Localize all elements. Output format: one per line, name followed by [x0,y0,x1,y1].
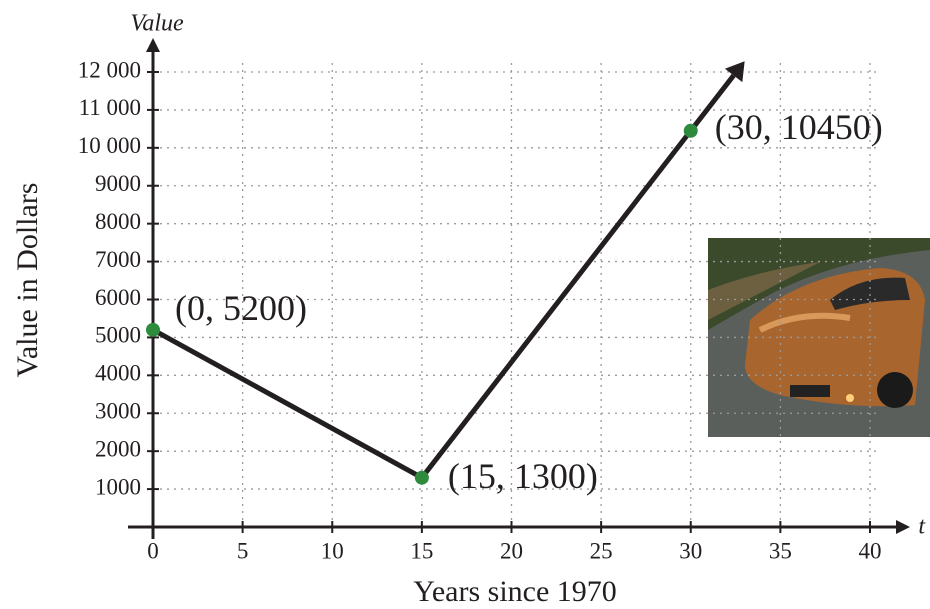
x-tick-label: 35 [769,538,792,563]
y-tick-label: 11 000 [79,95,141,120]
y-tick-label: 12 000 [78,57,141,82]
ray [688,73,736,133]
point-label: (30, 10450) [715,107,883,147]
x-axis-symbol: t [918,514,926,540]
point [414,470,429,485]
y-axis-label: Value in Dollars [11,183,44,378]
point-label: (0, 5200) [175,288,307,328]
y-tick-label: 7000 [95,247,141,272]
point [146,322,160,337]
x-tick-label: 20 [500,538,523,563]
x-tick-label: 30 [679,538,702,563]
point-label: (15, 1300) [448,456,598,496]
x-tick-label: 40 [859,538,882,563]
y-tick-label: 10 000 [78,133,141,158]
y-tick-label: 8000 [95,209,141,234]
x-tick-label: 25 [590,538,613,563]
x-tick-label: 0 [147,538,159,563]
y-axis-arrow [146,38,160,52]
y-tick-label: 5000 [95,323,141,348]
x-tick-label: 10 [321,538,344,563]
y-tick-label: 2000 [95,436,141,461]
point [683,123,698,138]
y-tick-label: 3000 [95,399,141,424]
x-axis-label: Years since 1970 [413,575,617,608]
x-tick-label: 5 [237,538,249,563]
y-tick-label: 6000 [95,285,141,310]
ray-arrow [724,61,745,83]
x-tick-label: 15 [410,538,433,563]
y-tick-label: 1000 [95,474,141,499]
y-axis-symbol: Value [130,11,184,37]
y-tick-label: 4000 [95,361,141,386]
x-axis-arrow [896,520,910,534]
y-tick-label: 9000 [95,171,141,196]
